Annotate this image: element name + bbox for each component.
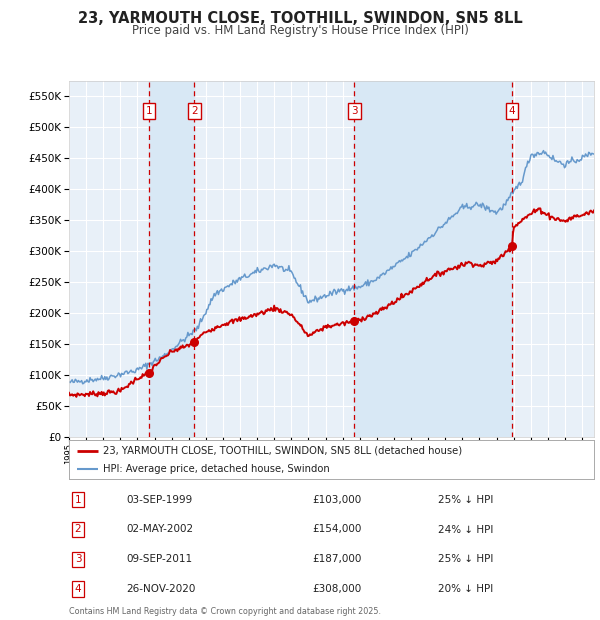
Text: 3: 3 <box>351 106 358 116</box>
Text: £308,000: £308,000 <box>312 584 361 594</box>
Text: 26-NOV-2020: 26-NOV-2020 <box>126 584 196 594</box>
Text: 1: 1 <box>146 106 152 116</box>
Text: Contains HM Land Registry data © Crown copyright and database right 2025.: Contains HM Land Registry data © Crown c… <box>69 607 381 616</box>
Text: 24% ↓ HPI: 24% ↓ HPI <box>438 525 493 534</box>
Bar <box>149 81 194 437</box>
Text: £187,000: £187,000 <box>312 554 361 564</box>
Text: HPI: Average price, detached house, Swindon: HPI: Average price, detached house, Swin… <box>103 464 330 474</box>
Text: £103,000: £103,000 <box>312 495 361 505</box>
Text: 23, YARMOUTH CLOSE, TOOTHILL, SWINDON, SN5 8LL: 23, YARMOUTH CLOSE, TOOTHILL, SWINDON, S… <box>77 11 523 26</box>
Text: 25% ↓ HPI: 25% ↓ HPI <box>438 495 493 505</box>
Text: 25% ↓ HPI: 25% ↓ HPI <box>438 554 493 564</box>
Text: 4: 4 <box>509 106 515 116</box>
Text: 2: 2 <box>74 525 82 534</box>
Text: 4: 4 <box>74 584 82 594</box>
Bar <box>355 81 512 437</box>
Text: £154,000: £154,000 <box>312 525 361 534</box>
Text: 03-SEP-1999: 03-SEP-1999 <box>126 495 192 505</box>
Text: 1: 1 <box>74 495 82 505</box>
Text: 02-MAY-2002: 02-MAY-2002 <box>126 525 193 534</box>
Text: 2: 2 <box>191 106 197 116</box>
Text: 20% ↓ HPI: 20% ↓ HPI <box>438 584 493 594</box>
Text: 23, YARMOUTH CLOSE, TOOTHILL, SWINDON, SN5 8LL (detached house): 23, YARMOUTH CLOSE, TOOTHILL, SWINDON, S… <box>103 446 462 456</box>
Text: Price paid vs. HM Land Registry's House Price Index (HPI): Price paid vs. HM Land Registry's House … <box>131 24 469 37</box>
Text: 09-SEP-2011: 09-SEP-2011 <box>126 554 192 564</box>
Text: 3: 3 <box>74 554 82 564</box>
